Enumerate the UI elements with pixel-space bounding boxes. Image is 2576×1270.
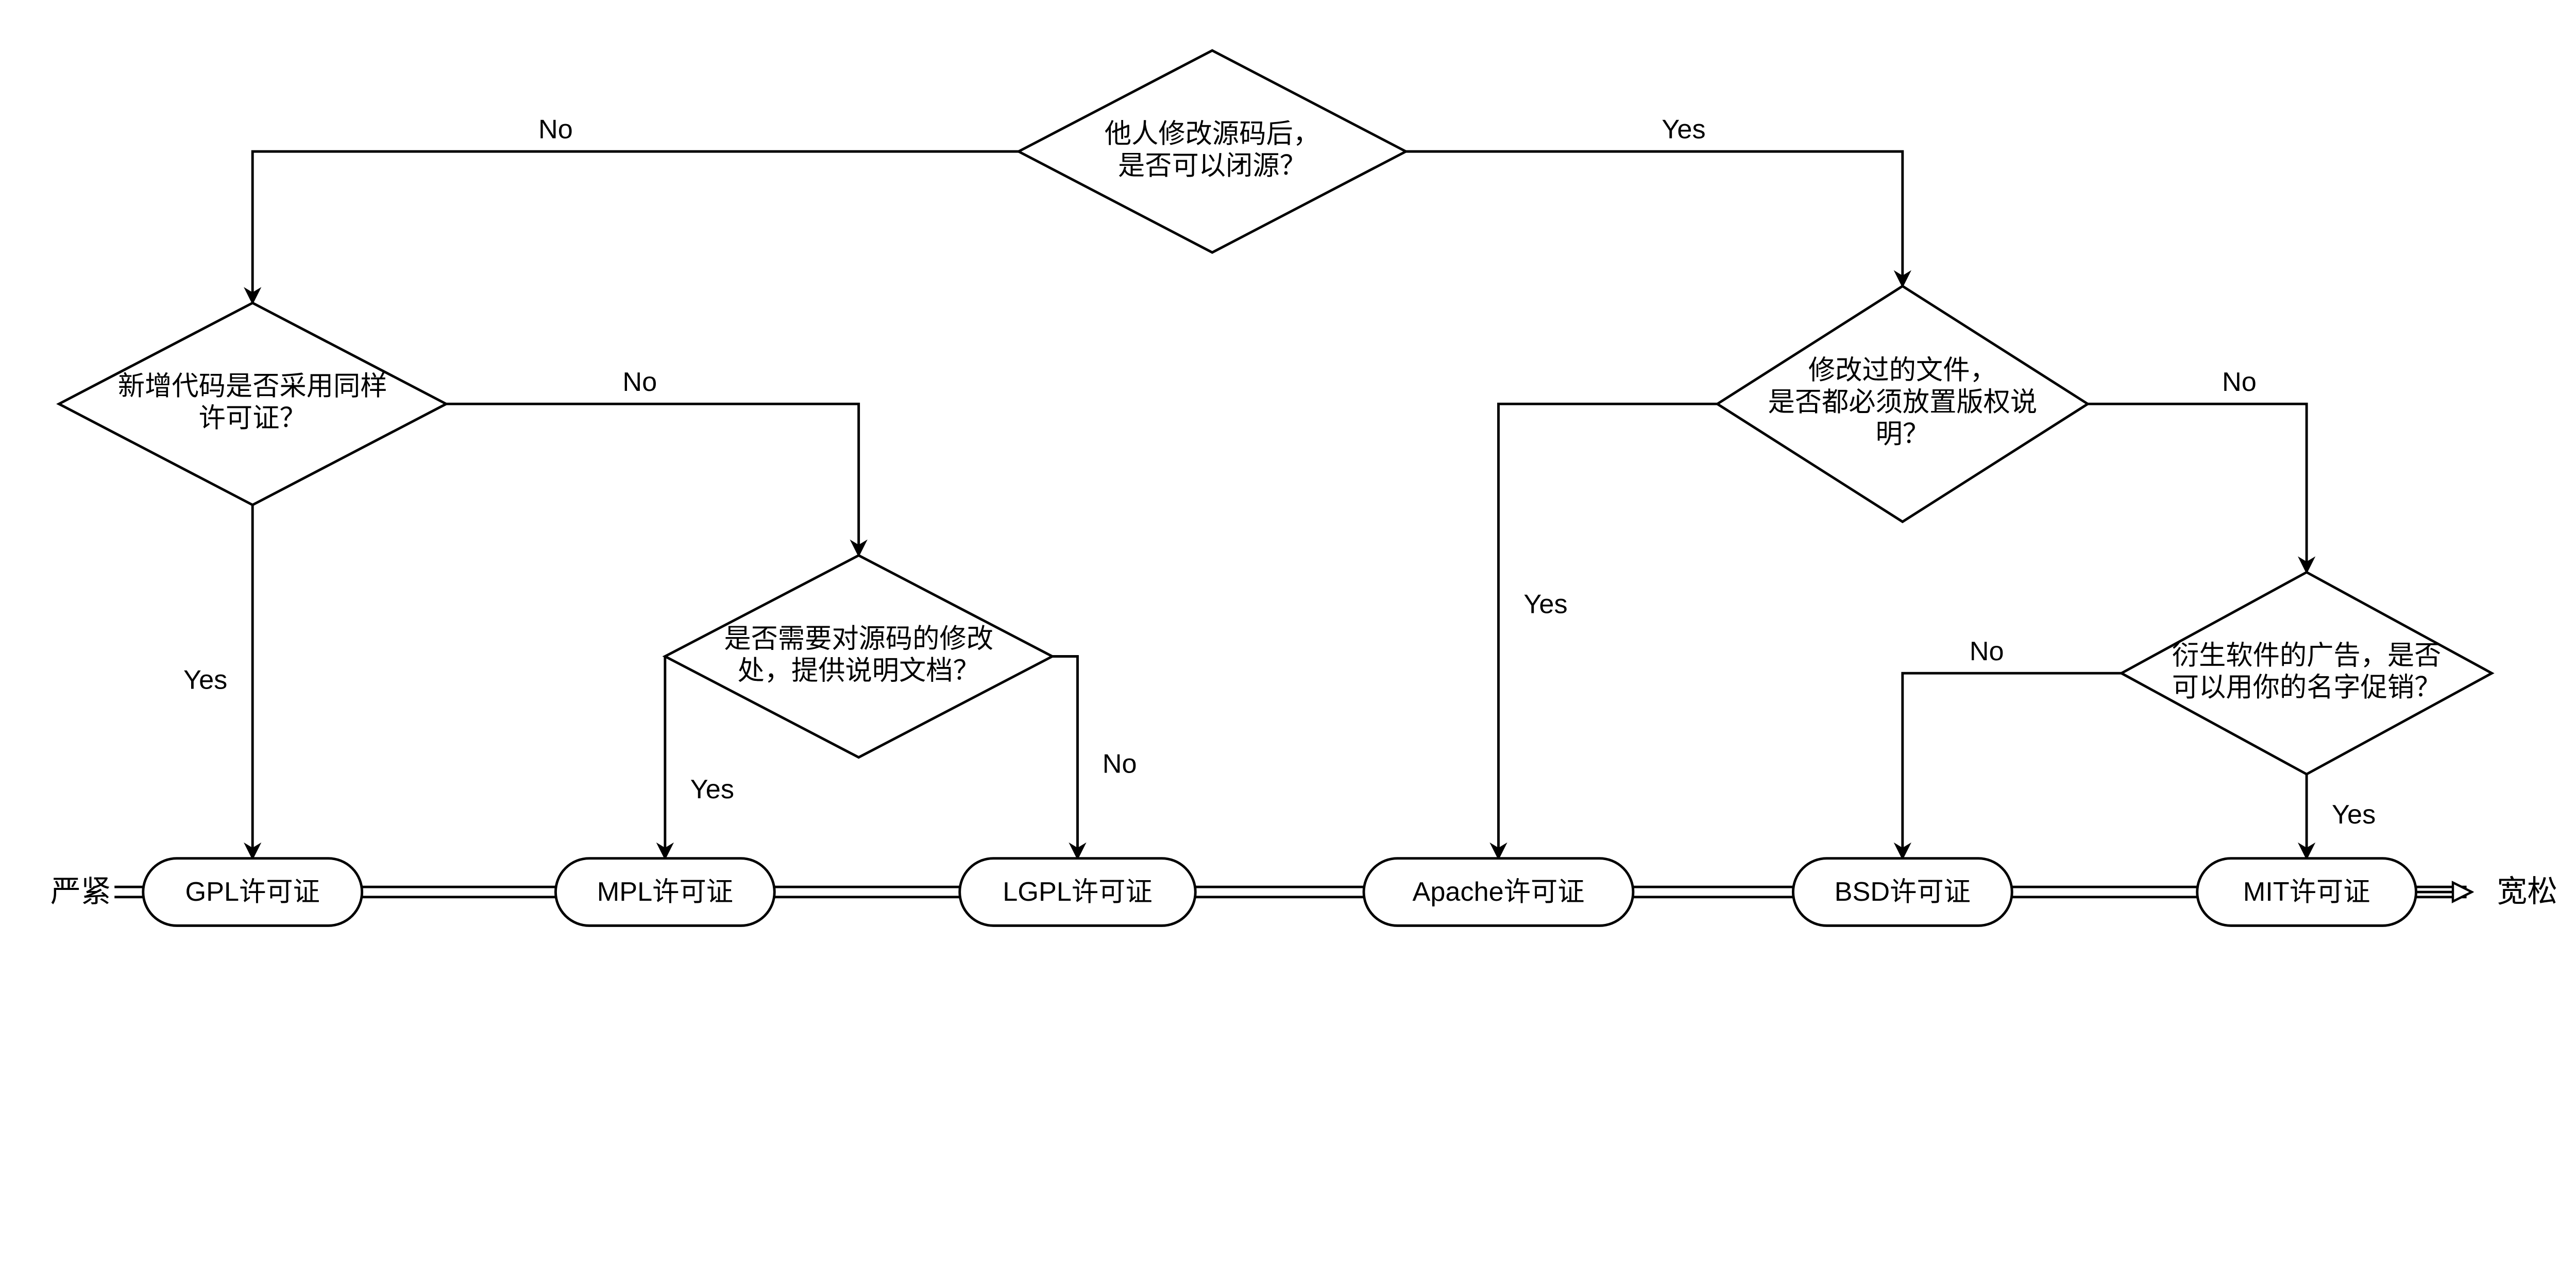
edge-copyright-no — [2088, 404, 2307, 572]
license-mpl-label: MPL许可证 — [597, 877, 733, 907]
license-flowchart: No Yes Yes No Yes No Yes No No Yes 严紧 宽松 他人修改源码后，是否可… — [0, 0, 2576, 976]
edge-doc-no — [1052, 657, 1077, 859]
label-promo-no: No — [1970, 637, 2004, 666]
license-lgpl-label: LGPL许可证 — [1003, 877, 1152, 907]
decision-promotion-text: 衍生软件的广告，是否 — [2172, 641, 2442, 671]
license-mit-label: MIT许可证 — [2243, 877, 2370, 907]
edge-same-no — [446, 404, 859, 555]
label-doc-no: No — [1103, 749, 1137, 779]
decision-root-text: 他人修改源码后， — [1105, 119, 1320, 149]
label-root-no: No — [538, 115, 573, 145]
edge-copyright-yes — [1498, 404, 1717, 858]
decision-copyright-notice-text: 明？ — [1876, 419, 1930, 449]
label-same-yes: Yes — [183, 665, 227, 695]
label-copyright-no: No — [2222, 367, 2257, 397]
label-same-no: No — [622, 367, 657, 397]
decision-doc-changes-text: 是否需要对源码的修改 — [724, 624, 993, 654]
decision-doc-changes-text: 处，提供说明文档？ — [737, 656, 979, 685]
label-promo-yes: Yes — [2332, 800, 2376, 830]
decision-same-license-text: 许可证？ — [199, 403, 307, 433]
label-doc-yes: Yes — [690, 775, 734, 804]
decision-copyright-notice-text: 修改过的文件， — [1808, 355, 1997, 385]
decision-copyright-notice-text: 是否都必须放置版权说 — [1768, 387, 2037, 417]
label-root-yes: Yes — [1662, 115, 1705, 145]
label-copyright-yes: Yes — [1523, 589, 1567, 619]
decision-same-license-text: 新增代码是否采用同样 — [118, 371, 387, 401]
decision-promotion-text: 可以用你的名字促销？ — [2172, 673, 2442, 702]
edge-root-no — [252, 151, 1019, 303]
license-gpl-label: GPL许可证 — [185, 877, 320, 907]
edge-root-yes — [1406, 151, 1903, 286]
license-apache-label: Apache许可证 — [1412, 877, 1584, 907]
endpoint-left: 严紧 — [50, 875, 111, 908]
decision-root-text: 是否可以闭源？ — [1118, 151, 1307, 181]
edge-promo-no — [1903, 673, 2122, 858]
license-bsd-label: BSD许可证 — [1835, 877, 1971, 907]
endpoint-right: 宽松 — [2497, 875, 2557, 908]
